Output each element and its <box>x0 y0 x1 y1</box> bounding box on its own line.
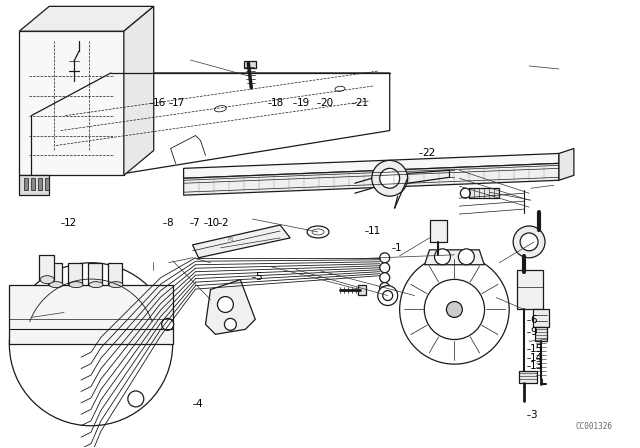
Circle shape <box>404 286 424 306</box>
Polygon shape <box>19 175 49 195</box>
Text: 14: 14 <box>531 353 543 362</box>
Circle shape <box>380 273 390 283</box>
Text: 3: 3 <box>531 410 537 420</box>
Text: 5: 5 <box>255 272 262 282</box>
Text: 20: 20 <box>320 98 333 108</box>
Text: CC001326: CC001326 <box>575 422 612 431</box>
Polygon shape <box>424 250 484 265</box>
Bar <box>517 270 543 310</box>
Bar <box>533 310 549 327</box>
Circle shape <box>458 249 474 265</box>
Bar <box>535 327 547 341</box>
Bar <box>88 263 102 284</box>
Ellipse shape <box>40 276 54 284</box>
Polygon shape <box>205 280 255 334</box>
Ellipse shape <box>214 106 227 112</box>
Ellipse shape <box>335 86 345 91</box>
Circle shape <box>380 293 390 302</box>
Circle shape <box>225 319 236 330</box>
Text: 1: 1 <box>395 243 402 254</box>
Circle shape <box>380 168 399 188</box>
Text: 17: 17 <box>172 98 186 108</box>
Text: 11: 11 <box>368 226 381 236</box>
Circle shape <box>380 253 390 263</box>
Text: 9: 9 <box>531 327 537 337</box>
Ellipse shape <box>312 229 324 235</box>
Text: 19: 19 <box>296 98 310 108</box>
Circle shape <box>399 255 509 364</box>
Text: 18: 18 <box>271 98 284 108</box>
Circle shape <box>410 291 420 301</box>
Bar <box>108 263 122 284</box>
Bar <box>38 178 42 190</box>
Bar <box>39 255 54 280</box>
Ellipse shape <box>49 282 63 288</box>
Bar <box>519 371 537 383</box>
Circle shape <box>218 297 234 312</box>
Text: 15: 15 <box>531 344 543 353</box>
Circle shape <box>435 249 451 265</box>
Text: 21: 21 <box>355 98 368 108</box>
Circle shape <box>447 302 462 318</box>
Text: 16: 16 <box>153 98 166 108</box>
Text: P1: P1 <box>227 237 234 242</box>
Circle shape <box>383 291 393 301</box>
Text: 8: 8 <box>166 218 172 228</box>
Ellipse shape <box>109 282 123 288</box>
Circle shape <box>162 319 173 330</box>
Bar <box>45 178 49 190</box>
Text: 13: 13 <box>531 362 543 371</box>
Ellipse shape <box>69 282 83 288</box>
Circle shape <box>128 391 144 407</box>
Polygon shape <box>111 106 146 175</box>
Circle shape <box>424 280 484 340</box>
Polygon shape <box>31 73 390 175</box>
Text: 4: 4 <box>196 399 202 409</box>
Bar <box>68 263 82 284</box>
Text: 2: 2 <box>221 218 228 228</box>
Polygon shape <box>124 6 154 175</box>
Bar <box>48 263 62 284</box>
Text: 6: 6 <box>531 315 537 325</box>
Ellipse shape <box>307 226 329 238</box>
Text: 12: 12 <box>64 218 77 228</box>
Circle shape <box>380 263 390 273</box>
Polygon shape <box>193 225 290 258</box>
Text: 22: 22 <box>422 148 435 158</box>
Bar <box>24 178 28 190</box>
Polygon shape <box>10 284 173 344</box>
Bar <box>429 220 447 242</box>
Polygon shape <box>19 31 124 175</box>
Bar <box>469 188 499 198</box>
Bar <box>358 284 366 294</box>
Bar <box>31 178 35 190</box>
Circle shape <box>460 188 470 198</box>
Text: 10: 10 <box>207 218 220 228</box>
Polygon shape <box>184 154 559 178</box>
Polygon shape <box>184 164 559 195</box>
Circle shape <box>378 286 397 306</box>
Ellipse shape <box>89 282 103 288</box>
Circle shape <box>380 283 390 293</box>
Circle shape <box>513 226 545 258</box>
Polygon shape <box>31 116 113 175</box>
Polygon shape <box>559 148 574 180</box>
Circle shape <box>372 160 408 196</box>
Bar <box>244 61 256 68</box>
Circle shape <box>433 253 444 263</box>
Circle shape <box>520 233 538 251</box>
Polygon shape <box>19 6 154 31</box>
Text: 7: 7 <box>193 218 199 228</box>
